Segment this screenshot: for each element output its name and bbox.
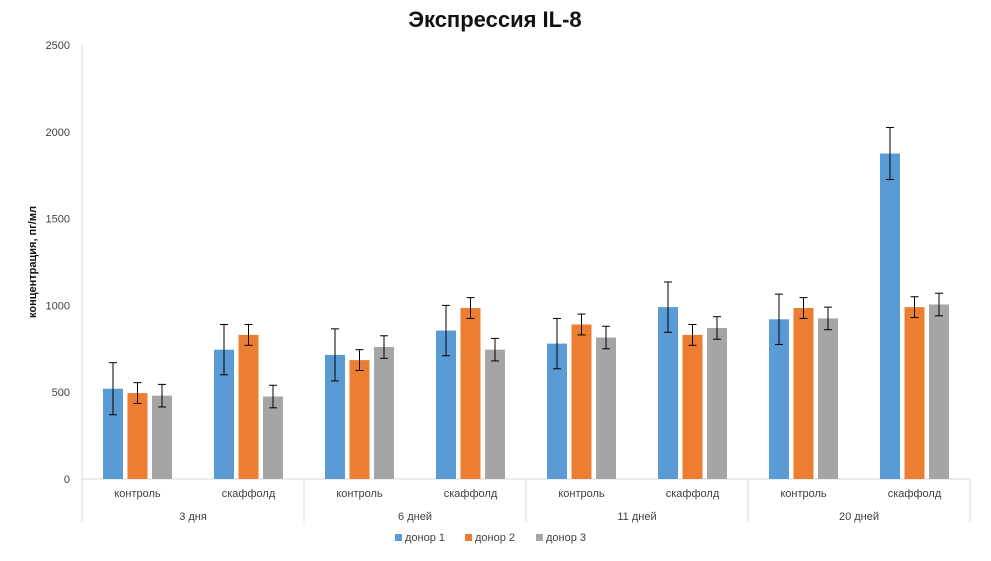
bar	[152, 395, 172, 479]
category-label: контроль	[336, 488, 383, 500]
y-tick-label: 500	[52, 387, 70, 399]
y-axis-label: концентрация, пг/мл	[27, 206, 39, 318]
group-label: 20 дней	[839, 511, 879, 523]
y-tick-label: 1000	[46, 300, 70, 312]
bar	[263, 396, 283, 479]
bar	[793, 308, 814, 479]
category-label: контроль	[114, 488, 161, 500]
bar	[214, 349, 234, 479]
legend: донор 1 донор 2 донор 3	[395, 532, 586, 544]
bar	[571, 324, 592, 479]
legend-swatch	[536, 534, 543, 541]
bar	[436, 330, 456, 479]
bar	[103, 388, 123, 479]
bar	[658, 307, 678, 479]
group-label: 11 дней	[617, 511, 656, 523]
bar	[904, 307, 925, 479]
bar	[238, 334, 259, 479]
bar	[880, 153, 900, 479]
bar	[682, 334, 703, 479]
bar	[460, 308, 481, 479]
legend-label: донор 2	[475, 532, 515, 544]
legend-label: донор 3	[546, 532, 586, 544]
legend-label: донор 1	[405, 532, 445, 544]
legend-swatch	[465, 534, 472, 541]
bar	[769, 319, 789, 479]
bar	[596, 337, 616, 479]
bar	[349, 360, 370, 479]
category-label: контроль	[558, 488, 605, 500]
category-label: скаффолд	[666, 488, 720, 500]
bar	[127, 393, 148, 479]
chart-title: Экспрессия IL-8	[408, 7, 581, 32]
category-label: скаффолд	[888, 488, 942, 500]
group-label: 3 дня	[179, 511, 207, 523]
group-label: 6 дней	[398, 511, 432, 523]
y-tick-label: 2500	[46, 40, 70, 52]
bar	[929, 304, 949, 479]
category-label: скаффолд	[444, 488, 498, 500]
bar	[374, 347, 394, 479]
y-tick-label: 1500	[46, 214, 70, 226]
category-label: контроль	[780, 488, 827, 500]
bars	[103, 126, 949, 479]
y-tick-label: 2000	[46, 127, 70, 139]
x-axis-labels: контроль скаффолд 3 дня контроль скаффолд 6 д…	[81, 479, 971, 523]
bar	[485, 349, 505, 479]
bar	[325, 354, 345, 479]
legend-swatch	[395, 534, 402, 541]
category-label: скаффолд	[222, 488, 276, 500]
bar	[818, 318, 838, 479]
y-tick-label: 0	[64, 474, 70, 486]
bar	[547, 343, 567, 479]
bar	[707, 327, 727, 479]
